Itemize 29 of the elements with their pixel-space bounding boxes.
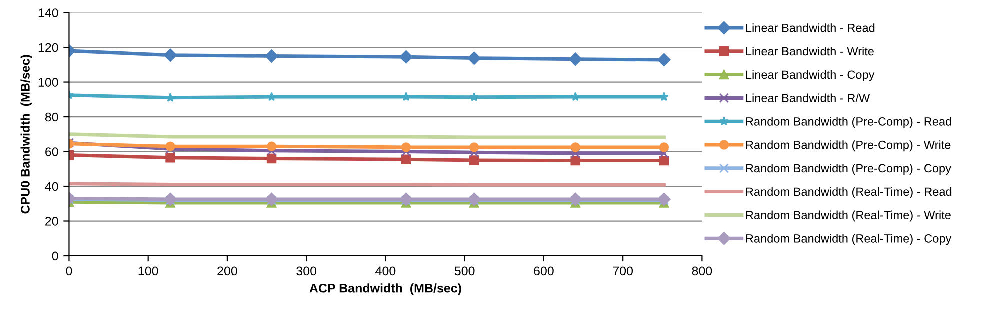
y-tick-label: 40 — [45, 182, 58, 192]
y-tick-label: 140 — [38, 8, 58, 18]
x-tick-label: 100 — [138, 266, 158, 276]
x-tick-label: 400 — [376, 266, 396, 276]
x-axis-title: ACP Bandwidth (MB/sec) — [310, 284, 462, 296]
legend-label: Random Bandwidth (Pre-Comp) - Write — [746, 140, 951, 152]
x-tick-label: 200 — [218, 266, 238, 276]
legend-label: Random Bandwidth (Pre-Comp) - Read — [746, 117, 952, 128]
x-tick-label: 0 — [66, 266, 72, 276]
y-axis-title: CPU0 Bandwidth (MB/sec) — [20, 55, 32, 214]
legend-label: Random Bandwidth (Pre-Comp) - Copy — [746, 164, 952, 176]
y-tick-label: 0 — [52, 252, 58, 261]
y-tick-label: 60 — [46, 148, 58, 156]
legend-label: Linear Bandwidth - Write — [746, 46, 874, 56]
legend-label: Linear Bandwidth - R/W — [746, 94, 870, 102]
y-tick-label: 80 — [45, 112, 58, 122]
x-tick-label: 300 — [296, 266, 317, 276]
y-tick-label: 100 — [38, 78, 58, 87]
x-tick-label: 500 — [454, 266, 475, 276]
y-tick-label: 120 — [38, 43, 58, 52]
x-tick-label: 700 — [613, 266, 634, 276]
y-tick-label: 20 — [46, 217, 58, 226]
legend-label: Random Bandwidth (Real-Time) - Read — [746, 187, 952, 198]
legend-label: Linear Bandwidth - Copy — [746, 70, 875, 82]
legend-label: Random Bandwidth (Real-Time) - Copy — [746, 234, 952, 246]
x-tick-label: 600 — [534, 266, 554, 276]
legend-label: Linear Bandwidth - Read — [746, 24, 875, 32]
x-tick-label: 800 — [692, 266, 712, 276]
legend-label: Random Bandwidth (Real-Time) - Write — [746, 210, 951, 222]
